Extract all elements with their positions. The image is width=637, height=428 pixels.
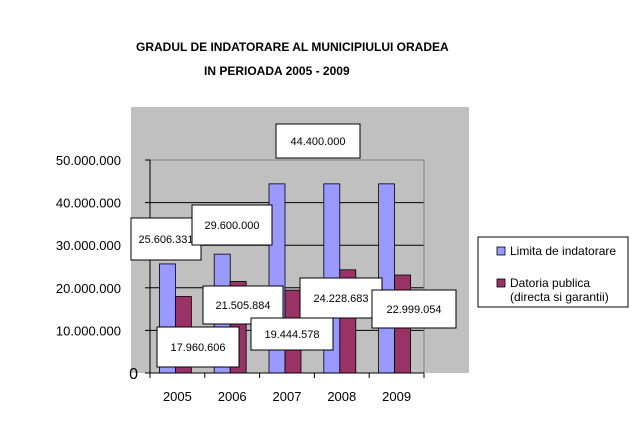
- y-tick-label: 50.000.000: [56, 153, 121, 168]
- x-tick-label: 2009: [382, 389, 411, 404]
- x-tick-label: 2007: [273, 389, 302, 404]
- data-label-box: [130, 217, 202, 261]
- y-tick-label: 0: [129, 366, 138, 383]
- data-label-box: [371, 289, 457, 329]
- data-label: 21.505.884: [215, 300, 270, 312]
- data-label-box: [191, 204, 273, 246]
- data-label: 29.600.000: [204, 220, 259, 232]
- data-label-box: [156, 326, 240, 368]
- data-label-box: [250, 317, 334, 351]
- y-tick-label: 10.000.000: [56, 323, 121, 338]
- legend-label-datoria-line2: (directa si garantii): [510, 290, 609, 304]
- y-tick-label: 20.000.000: [56, 281, 121, 296]
- legend-label-datoria: Datoria publica: [510, 276, 590, 290]
- legend-label-limita: Limita de indatorare: [510, 244, 616, 258]
- data-label-box: [275, 123, 361, 159]
- chart-title-line2: IN PERIOADA 2005 - 2009: [204, 64, 350, 78]
- data-label: 17.960.606: [170, 342, 225, 354]
- data-label: 24.228.683: [313, 293, 368, 305]
- legend-swatch-limita: [496, 246, 506, 256]
- x-tick-label: 2008: [327, 389, 356, 404]
- x-tick-label: 2006: [218, 389, 247, 404]
- y-tick-label: 40.000.000: [56, 196, 121, 211]
- y-tick-label: 30.000.000: [56, 238, 121, 253]
- data-label: 19.444.578: [264, 329, 319, 341]
- data-label: 25.606.331: [138, 234, 193, 246]
- chart-title-line1: GRADUL DE INDATORARE AL MUNICIPIULUI ORA…: [136, 40, 449, 54]
- legend-swatch-datoria: [496, 278, 506, 288]
- data-label-box: [299, 277, 383, 319]
- data-label: 44.400.000: [290, 136, 345, 148]
- x-tick-label: 2005: [163, 389, 192, 404]
- data-label: 22.999.054: [386, 304, 441, 316]
